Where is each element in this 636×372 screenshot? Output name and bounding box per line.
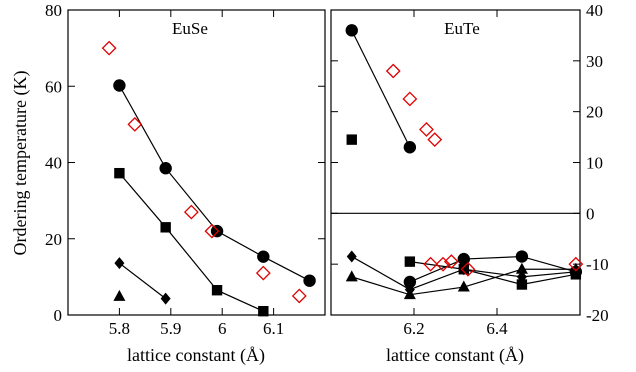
y-tick-label: 0 — [586, 204, 595, 223]
data-point-circle — [211, 225, 223, 237]
data-point-open-diamond — [387, 65, 400, 78]
x-tick-label: 6.1 — [263, 319, 284, 338]
data-point-triangle — [113, 290, 125, 301]
data-point-circle — [516, 250, 528, 262]
data-point-diamond — [347, 251, 357, 263]
data-point-circle — [113, 79, 125, 91]
y-tick-label: 40 — [45, 154, 62, 173]
y-tick-label: 20 — [586, 103, 603, 122]
x-tick-label: 5.9 — [160, 319, 181, 338]
series-line — [119, 173, 263, 311]
series-line — [119, 85, 309, 280]
panel-euse: 5.8 5.9 6 6.1 0 20 40 60 80 EuSe lattice constant … — [10, 1, 325, 366]
panel-title: EuSe — [172, 19, 208, 38]
data-point-circle — [346, 24, 358, 36]
data-point-diamond — [161, 293, 171, 305]
data-point-open-diamond — [185, 206, 198, 219]
data-point-square — [405, 256, 415, 266]
data-point-open-diamond — [293, 289, 306, 302]
y-tick-label: 0 — [54, 306, 63, 325]
y-tick-label: 60 — [45, 77, 62, 96]
data-point-open-diamond — [428, 133, 441, 146]
y-tick-label: 30 — [586, 52, 603, 71]
panel-title: EuTe — [444, 19, 480, 38]
data-point-circle — [257, 250, 269, 262]
data-point-square — [347, 134, 357, 144]
y-tick-label: 40 — [586, 1, 603, 20]
data-point-open-diamond — [128, 118, 141, 131]
x-axis-label: lattice constant (Å) — [127, 345, 265, 366]
data-point-circle — [404, 141, 416, 153]
x-tick-label: 5.8 — [109, 319, 130, 338]
y-tick-label: 80 — [45, 1, 62, 20]
x-tick-label: 6.2 — [403, 319, 424, 338]
data-point-square — [212, 285, 222, 295]
y-tick-label: 10 — [586, 154, 603, 173]
x-tick-label: 6 — [218, 319, 227, 338]
x-axis-label: lattice constant (Å) — [386, 345, 524, 366]
data-point-open-diamond — [420, 123, 433, 136]
data-point-diamond — [114, 257, 124, 269]
data-point-square — [160, 222, 170, 232]
y-axis-label: Ordering temperature (K) — [10, 71, 31, 256]
y-tick-label: -20 — [586, 306, 609, 325]
data-point-open-diamond — [403, 92, 416, 105]
data-point-triangle — [346, 270, 358, 281]
y-tick-label: -10 — [586, 255, 609, 274]
series-line — [352, 30, 410, 147]
data-point-triangle — [516, 263, 528, 274]
data-point-open-diamond — [103, 42, 116, 55]
data-point-square — [114, 168, 124, 178]
panel-eute: 6.2 6.4 -20 -10 0 10 20 30 40 EuTe lattice constan… — [331, 1, 609, 366]
data-point-circle — [303, 274, 315, 286]
series-line — [119, 263, 165, 298]
x-tick-label: 6.4 — [486, 319, 508, 338]
data-point-circle — [159, 162, 171, 174]
y-tick-label: 20 — [45, 230, 62, 249]
data-point-square — [258, 306, 268, 316]
data-point-open-diamond — [257, 267, 270, 280]
